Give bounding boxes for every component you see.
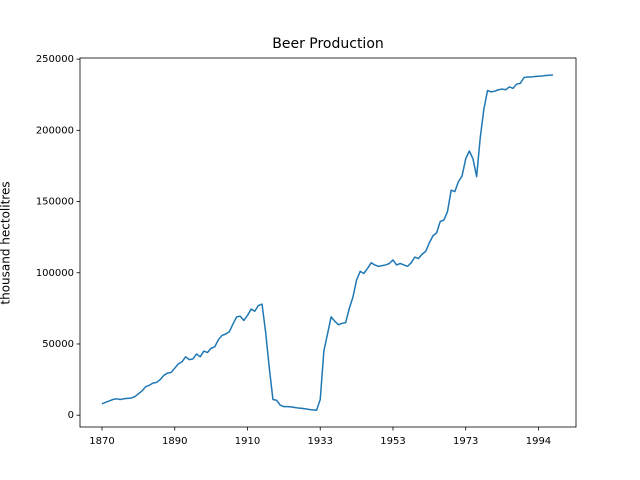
data-line bbox=[101, 74, 554, 411]
y-tick-label: 0 bbox=[68, 410, 74, 421]
y-axis-label: thousand hectolitres bbox=[0, 181, 13, 304]
chart-title: Beer Production bbox=[272, 36, 384, 52]
x-tick-label: 1870 bbox=[89, 436, 114, 447]
x-tick-label: 1933 bbox=[307, 436, 332, 447]
x-tick-label: 1973 bbox=[453, 436, 478, 447]
x-tick-label: 1890 bbox=[162, 436, 187, 447]
y-tick-label: 150000 bbox=[36, 197, 74, 208]
y-tick-label: 200000 bbox=[36, 125, 74, 136]
x-tick-label: 1953 bbox=[380, 436, 405, 447]
y-tick-label: 50000 bbox=[42, 339, 74, 350]
y-tick-label: 100000 bbox=[36, 268, 74, 279]
y-tick-label: 250000 bbox=[36, 54, 74, 65]
x-tick-label: 1994 bbox=[526, 436, 551, 447]
x-tick-label: 1910 bbox=[235, 436, 260, 447]
plot-frame bbox=[79, 57, 577, 428]
